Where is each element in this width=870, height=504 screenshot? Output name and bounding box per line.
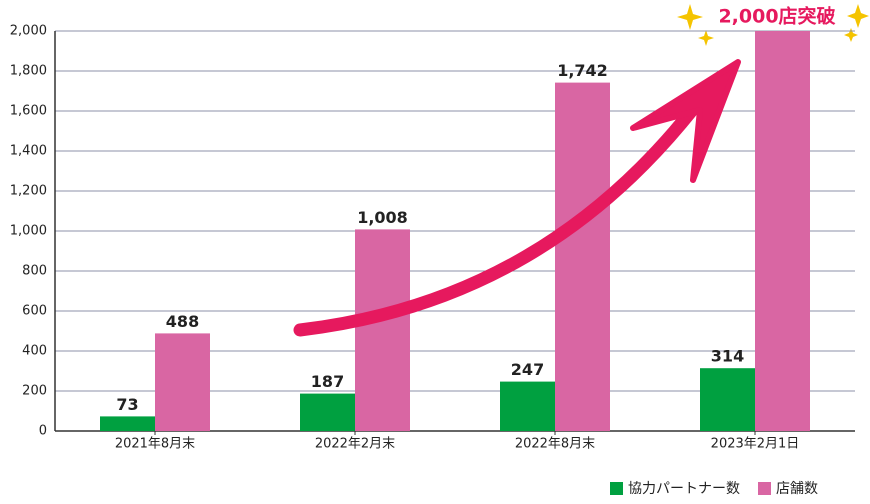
y-tick-label: 1,600 xyxy=(10,104,47,119)
value-label: 314 xyxy=(711,347,744,366)
bar xyxy=(100,416,155,431)
value-label: 187 xyxy=(311,372,344,391)
bar xyxy=(155,333,210,431)
bar xyxy=(300,393,355,431)
bar xyxy=(700,368,755,431)
y-tick-label: 400 xyxy=(22,344,47,359)
legend-swatch xyxy=(610,482,623,495)
bar xyxy=(500,381,555,431)
trend-arrow xyxy=(293,93,707,337)
y-tick-label: 2,000 xyxy=(10,24,47,39)
sparkles xyxy=(677,4,869,46)
bar xyxy=(555,82,610,431)
y-tick-label: 200 xyxy=(22,384,47,399)
trend-arrow-head xyxy=(630,59,741,183)
legend-label: 協力パートナー数 xyxy=(628,481,740,497)
x-tick-label: 2023年2月1日 xyxy=(711,437,800,452)
value-label: 1,008 xyxy=(357,208,408,227)
legend-swatch xyxy=(758,482,771,495)
y-tick-label: 800 xyxy=(22,264,47,279)
value-label: 1,742 xyxy=(557,61,608,80)
y-tick-label: 0 xyxy=(39,424,47,439)
value-label: 488 xyxy=(166,312,199,331)
y-tick-label: 1,000 xyxy=(10,224,47,239)
legend-label: 店舗数 xyxy=(776,481,818,497)
bar xyxy=(755,31,810,431)
bar xyxy=(355,229,410,431)
annotation: 2,000店突破 xyxy=(718,5,835,28)
y-tick-label: 1,200 xyxy=(10,184,47,199)
y-tick-label: 1,800 xyxy=(10,64,47,79)
x-tick-label: 2022年8月末 xyxy=(515,437,595,452)
y-tick-label: 600 xyxy=(22,304,47,319)
value-label: 247 xyxy=(511,360,544,379)
x-tick-label: 2021年8月末 xyxy=(115,437,195,452)
x-tick-label: 2022年2月末 xyxy=(315,437,395,452)
value-label: 73 xyxy=(116,395,138,414)
y-tick-label: 1,400 xyxy=(10,144,47,159)
